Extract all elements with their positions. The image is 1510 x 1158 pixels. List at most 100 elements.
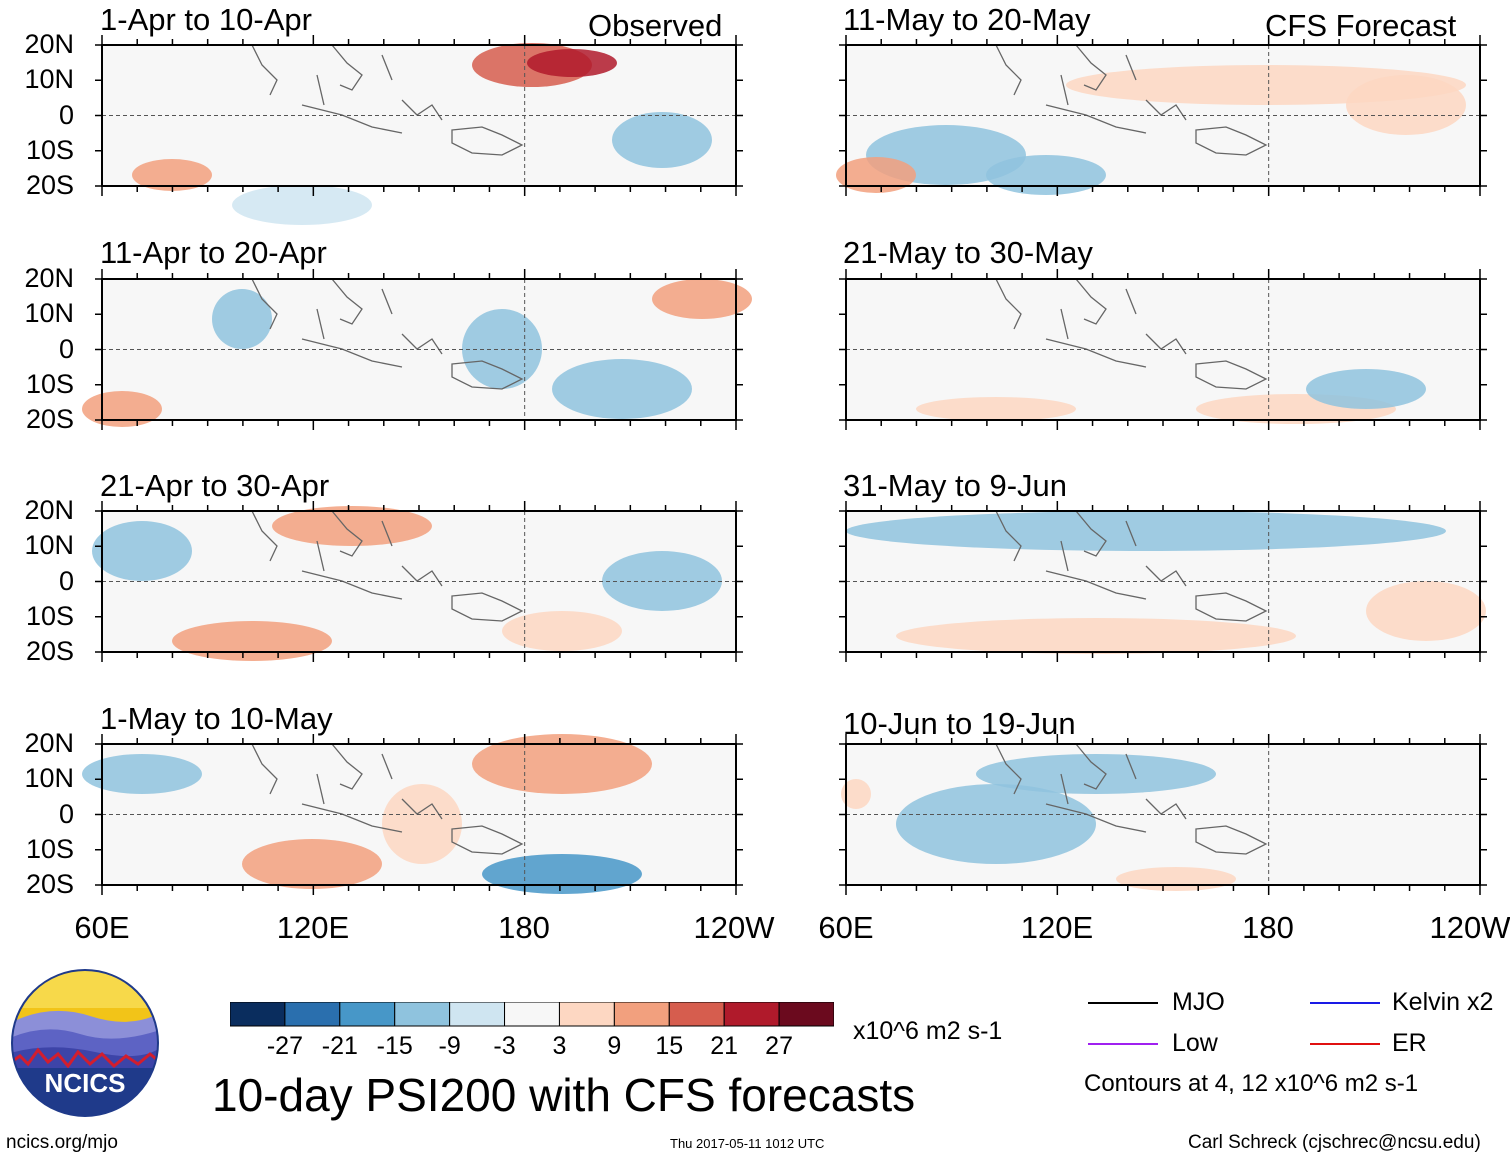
lon-label-180-right: 180 bbox=[1242, 910, 1294, 945]
panel-title-obs-4: 1-May to 10-May bbox=[100, 701, 333, 736]
legend-label-low: Low bbox=[1172, 1029, 1218, 1057]
anomaly-shade bbox=[172, 621, 332, 661]
colorbar-segment bbox=[230, 1002, 286, 1027]
lat-label: 10S bbox=[25, 600, 74, 631]
footer-url[interactable]: ncics.org/mjo bbox=[6, 1132, 118, 1153]
lon-label-60e-left: 60E bbox=[74, 910, 130, 945]
coastline bbox=[251, 743, 524, 855]
colorbar-segment bbox=[284, 1002, 341, 1027]
coastline bbox=[251, 278, 524, 390]
coastline bbox=[251, 44, 524, 156]
coastline bbox=[251, 510, 524, 622]
anomaly-shade bbox=[836, 157, 916, 193]
colorbar bbox=[230, 1002, 834, 1027]
footer-author: Carl Schreck (cjschrec@ncsu.edu) bbox=[1188, 1132, 1481, 1153]
coastline bbox=[995, 743, 1268, 855]
legend-line-er bbox=[1310, 1043, 1380, 1045]
lat-label: 10S bbox=[25, 833, 74, 864]
anomaly-shade bbox=[916, 397, 1076, 421]
map-panel-fc-3 bbox=[839, 501, 1487, 662]
lat-label: 20N bbox=[24, 495, 74, 525]
anomaly-shade bbox=[1116, 867, 1236, 891]
colorbar-segment bbox=[339, 1002, 396, 1027]
legend-label-er: ER bbox=[1392, 1029, 1427, 1057]
anomaly-shade bbox=[272, 506, 432, 546]
anomaly-shade bbox=[612, 112, 712, 168]
lat-label: 20S bbox=[25, 404, 74, 434]
lat-label: 10S bbox=[25, 134, 74, 165]
lat-label: 0 bbox=[58, 99, 74, 130]
anomaly-shade bbox=[652, 279, 752, 319]
anomaly-shade bbox=[382, 784, 462, 864]
anomaly-shade bbox=[846, 511, 1446, 551]
lon-label-120e-right: 120E bbox=[1020, 910, 1094, 945]
map-panel-fc-1 bbox=[836, 35, 1487, 196]
panel-title-fc-1: 11-May to 20-May bbox=[843, 2, 1091, 37]
map-panel-obs-3 bbox=[92, 501, 743, 662]
map-panel-obs-4 bbox=[82, 734, 743, 895]
lon-label-180-left: 180 bbox=[498, 910, 550, 945]
anomaly-shade bbox=[1366, 581, 1486, 641]
lon-label-120w-right: 120W bbox=[1429, 910, 1510, 945]
lon-label-60e-right: 60E bbox=[818, 910, 874, 945]
lat-label: 20S bbox=[25, 869, 74, 899]
colorbar-tick-label: 9 bbox=[607, 1032, 622, 1060]
anomaly-shade bbox=[482, 854, 642, 894]
anomaly-shade bbox=[552, 359, 692, 419]
lat-label: 20S bbox=[25, 636, 74, 666]
lat-label: 0 bbox=[58, 333, 74, 364]
colorbar-segment bbox=[723, 1002, 780, 1027]
colorbar-tick-label: 15 bbox=[655, 1032, 684, 1060]
panel-title-obs-2: 11-Apr to 20-Apr bbox=[100, 235, 327, 270]
coastline bbox=[995, 510, 1268, 622]
logo-text: NCICS bbox=[45, 1068, 126, 1098]
lat-label: 10N bbox=[24, 298, 74, 329]
colorbar-segment bbox=[504, 1002, 560, 1027]
anomaly-shade bbox=[132, 159, 212, 191]
map-panel-obs-1 bbox=[95, 35, 743, 225]
map-panel-fc-2 bbox=[839, 269, 1487, 430]
colorbar-segment bbox=[778, 1002, 834, 1027]
colorbar-segment bbox=[558, 1002, 615, 1027]
panel-title-fc-2: 21-May to 30-May bbox=[843, 235, 1093, 270]
anomaly-shade bbox=[82, 391, 162, 427]
colorbar-tick-label: 27 bbox=[765, 1032, 793, 1060]
colorbar-tick-label: -27 bbox=[266, 1032, 303, 1060]
anomaly-shade bbox=[82, 754, 202, 794]
observed-tag: Observed bbox=[588, 8, 723, 43]
colorbar-tick-label: 21 bbox=[710, 1032, 739, 1060]
colorbar-segment bbox=[449, 1002, 506, 1027]
ncics-logo: NCICS bbox=[11, 969, 159, 1117]
colorbar-units: x10^6 m2 s-1 bbox=[853, 1017, 1003, 1045]
coastline bbox=[995, 44, 1268, 156]
colorbar-tick-label: -3 bbox=[493, 1032, 516, 1060]
lat-label: 20N bbox=[24, 29, 74, 59]
anomaly-shade bbox=[232, 185, 372, 225]
contour-note: Contours at 4, 12 x10^6 m2 s-1 bbox=[1084, 1070, 1419, 1097]
anomaly-shade bbox=[841, 779, 871, 809]
forecast-tag: CFS Forecast bbox=[1265, 8, 1457, 43]
lat-label: 20N bbox=[24, 728, 74, 758]
legend-line-kelvin bbox=[1310, 1002, 1380, 1004]
panel-title-fc-4: 10-Jun to 19-Jun bbox=[843, 706, 1076, 741]
colorbar-segment bbox=[613, 1002, 670, 1027]
chart-title: 10-day PSI200 with CFS forecasts bbox=[212, 1069, 916, 1121]
map-panel-obs-2 bbox=[82, 269, 752, 430]
anomaly-shade bbox=[986, 155, 1106, 195]
anomaly-shade bbox=[1346, 75, 1466, 135]
anomaly-shade bbox=[92, 521, 192, 581]
colorbar-tick-label: -15 bbox=[376, 1032, 413, 1060]
legend-label-kelvin: Kelvin x2 bbox=[1392, 988, 1494, 1016]
lat-label: 20S bbox=[25, 170, 74, 200]
lat-label: 10N bbox=[24, 64, 74, 95]
anomaly-shade bbox=[527, 49, 617, 77]
lon-label-120w-left: 120W bbox=[693, 910, 775, 945]
colorbar-segment bbox=[394, 1002, 451, 1027]
lat-label: 0 bbox=[58, 798, 74, 829]
lat-label: 10N bbox=[24, 530, 74, 561]
legend-label-mjo: MJO bbox=[1172, 988, 1225, 1016]
colorbar-tick-label: -21 bbox=[321, 1032, 358, 1060]
panel-title-fc-3: 31-May to 9-Jun bbox=[843, 468, 1067, 503]
anomaly-shade bbox=[502, 611, 622, 651]
anomaly-shade bbox=[976, 754, 1216, 794]
